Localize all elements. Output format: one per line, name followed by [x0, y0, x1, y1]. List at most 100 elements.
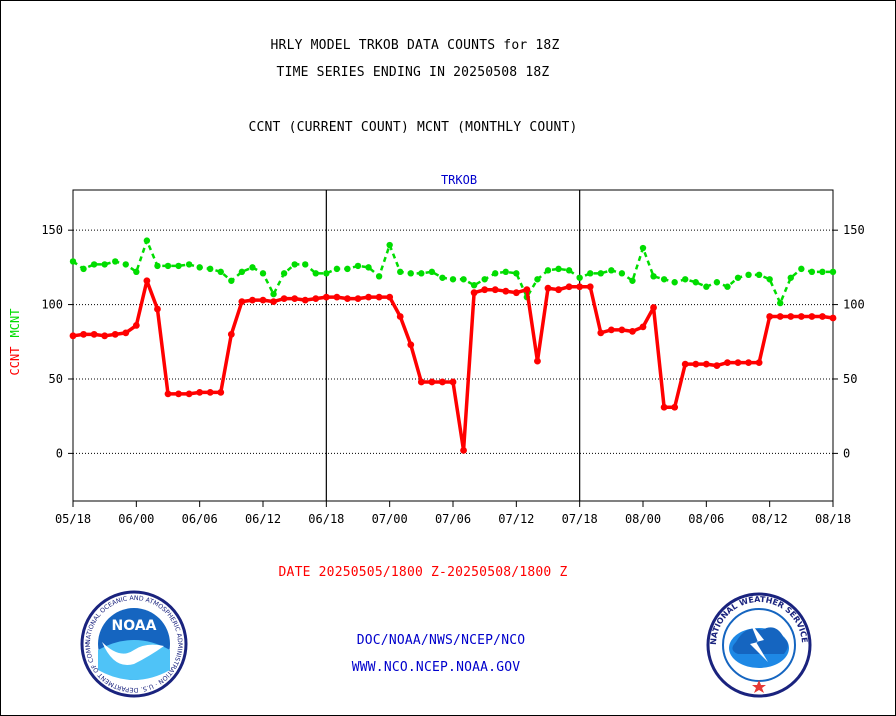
- data-point-mcnt: [481, 276, 488, 283]
- data-point-ccnt: [523, 286, 531, 294]
- y-axis-label-ccnt: CCNT: [8, 347, 22, 376]
- data-point-mcnt: [143, 237, 151, 244]
- data-point-ccnt: [776, 313, 784, 320]
- chart-title-line1: HRLY MODEL TRKOB DATA COUNTS for 18Z: [270, 38, 560, 53]
- data-point-ccnt: [291, 295, 299, 303]
- data-point-ccnt: [639, 323, 647, 331]
- data-point-ccnt: [734, 359, 742, 367]
- data-point-ccnt: [417, 378, 425, 386]
- data-point-ccnt: [755, 359, 763, 367]
- data-point-mcnt: [534, 276, 541, 283]
- data-point-ccnt: [111, 330, 119, 338]
- data-point-mcnt: [576, 274, 583, 281]
- x-tick-label: 08/06: [688, 512, 724, 526]
- nco-website-link[interactable]: WWW.NCO.NCEP.NOAA.GOV: [351, 660, 521, 675]
- data-point-ccnt: [512, 289, 520, 297]
- svg-text:NOAA: NOAA: [112, 618, 157, 634]
- data-point-mcnt: [259, 270, 267, 277]
- data-point-mcnt: [133, 268, 140, 276]
- data-point-ccnt: [797, 313, 805, 320]
- data-point-mcnt: [185, 261, 193, 268]
- y-axis-label-mcnt: MCNT: [8, 309, 22, 338]
- data-point-mcnt: [217, 268, 224, 276]
- data-point-mcnt: [734, 274, 742, 281]
- data-point-mcnt: [766, 276, 773, 283]
- data-point-ccnt: [206, 388, 214, 396]
- data-point-mcnt: [713, 279, 721, 286]
- data-point-mcnt: [386, 241, 393, 249]
- data-point-mcnt: [808, 268, 816, 276]
- data-point-ccnt: [154, 305, 161, 313]
- data-point-mcnt: [608, 267, 615, 274]
- data-point-ccnt: [280, 295, 288, 303]
- data-point-ccnt: [660, 403, 668, 411]
- noaa-logo-icon: NOAA NATIONAL OCEANIC AND ATMOSPHERIC AD…: [80, 590, 188, 698]
- data-point-mcnt: [354, 262, 362, 270]
- data-point-ccnt: [439, 378, 446, 386]
- series-line-mcnt: [72, 239, 833, 305]
- data-point-ccnt: [692, 360, 700, 368]
- data-point-ccnt: [354, 295, 362, 303]
- data-point-mcnt: [196, 264, 203, 271]
- data-point-ccnt: [217, 388, 225, 396]
- data-point-ccnt: [491, 286, 499, 294]
- data-point-ccnt: [270, 298, 277, 306]
- data-point-mcnt: [587, 270, 594, 277]
- data-point-mcnt: [449, 276, 457, 283]
- data-point-mcnt: [291, 261, 298, 268]
- chart-subtitle: CCNT (CURRENT COUNT) MCNT (MONTHLY COUNT…: [248, 120, 578, 135]
- data-point-mcnt: [323, 270, 330, 277]
- data-point-mcnt: [650, 273, 657, 280]
- data-point-ccnt: [629, 327, 636, 335]
- date-range-label: DATE 20250505/1800 Z-20250508/1800 Z: [278, 565, 568, 580]
- data-point-mcnt: [407, 270, 414, 277]
- data-point-mcnt: [365, 264, 372, 271]
- data-point-ccnt: [333, 293, 341, 301]
- data-point-mcnt: [439, 274, 446, 281]
- x-tick-label: 08/18: [815, 512, 851, 526]
- data-point-ccnt: [365, 293, 372, 301]
- data-point-mcnt: [280, 270, 288, 277]
- data-point-mcnt: [819, 268, 826, 276]
- data-point-mcnt: [682, 276, 689, 283]
- data-point-mcnt: [270, 290, 277, 298]
- data-point-ccnt: [386, 293, 394, 301]
- data-point-ccnt: [534, 357, 541, 365]
- x-tick-label: 08/00: [625, 512, 661, 526]
- x-tick-label: 06/06: [182, 512, 218, 526]
- data-point-ccnt: [312, 295, 320, 303]
- doc-noaa-link[interactable]: DOC/NOAA/NWS/NCEP/NCO: [356, 633, 526, 648]
- data-point-ccnt: [618, 326, 626, 334]
- data-point-mcnt: [660, 276, 668, 283]
- data-point-mcnt: [397, 268, 404, 276]
- data-point-ccnt: [671, 403, 679, 411]
- data-point-mcnt: [724, 283, 731, 290]
- data-point-ccnt: [428, 378, 436, 386]
- data-point-mcnt: [238, 268, 246, 276]
- y-tick-label-left: 0: [56, 446, 63, 460]
- data-point-ccnt: [122, 329, 130, 337]
- data-point-mcnt: [418, 270, 425, 277]
- data-point-ccnt: [69, 332, 77, 340]
- data-point-mcnt: [428, 268, 436, 276]
- data-point-mcnt: [69, 258, 77, 265]
- data-point-ccnt: [143, 277, 151, 285]
- data-point-ccnt: [196, 388, 204, 396]
- data-point-ccnt: [724, 359, 731, 367]
- data-point-mcnt: [90, 261, 98, 268]
- data-point-mcnt: [154, 262, 161, 270]
- data-point-mcnt: [175, 262, 182, 270]
- x-tick-label: 07/18: [562, 512, 598, 526]
- data-point-mcnt: [228, 277, 235, 284]
- data-point-mcnt: [513, 270, 520, 277]
- data-point-mcnt: [492, 270, 499, 277]
- data-point-ccnt: [80, 330, 87, 338]
- data-point-ccnt: [101, 332, 109, 340]
- data-point-ccnt: [238, 298, 246, 306]
- data-point-ccnt: [745, 359, 752, 367]
- data-point-ccnt: [702, 360, 710, 368]
- data-point-ccnt: [249, 296, 256, 304]
- x-tick-label: 05/18: [55, 512, 91, 526]
- y-tick-label-left: 50: [49, 372, 63, 386]
